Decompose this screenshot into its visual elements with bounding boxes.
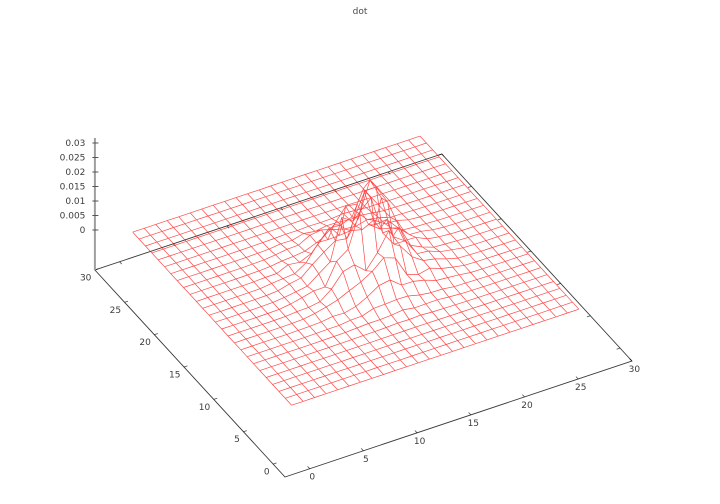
x-tick-label: 20	[521, 401, 533, 411]
y-tick	[183, 365, 188, 368]
y-tick-back	[467, 186, 472, 188]
y-tick-back	[616, 347, 621, 350]
x-tick-label: 10	[414, 437, 426, 447]
x-tick-back	[441, 153, 445, 157]
x-tick	[360, 448, 364, 452]
y-tick-back	[438, 153, 442, 156]
x-tick	[629, 358, 633, 362]
y-tick	[124, 300, 129, 303]
x-tick-label: 25	[575, 383, 586, 393]
x-tick	[575, 376, 579, 380]
y-tick	[213, 397, 218, 400]
y-tick-label: 5	[234, 435, 240, 445]
y-tick-back	[557, 283, 561, 285]
x-tick-label: 30	[629, 365, 641, 375]
z-tick-label: 0.02	[65, 168, 85, 178]
y-tick	[243, 430, 247, 433]
y-tick-label: 0	[264, 468, 270, 478]
z-tick-label: 0.025	[60, 154, 86, 164]
z-tick-label: 0.01	[65, 197, 85, 207]
z-tick-label: 0.005	[60, 212, 86, 222]
y-tick	[154, 333, 158, 336]
y-tick-label: 20	[139, 338, 151, 348]
z-tick-label: 0.03	[65, 139, 85, 149]
y-tick-label: 25	[110, 306, 121, 316]
x-tick-back	[119, 261, 123, 265]
y-tick-back	[586, 315, 591, 318]
y-tick	[272, 462, 277, 465]
y-tick-label: 30	[80, 274, 92, 284]
x-tick	[414, 430, 418, 434]
y-tick-back	[527, 250, 532, 253]
z-tick-label: 0.015	[60, 183, 86, 193]
y-tick-back	[497, 218, 502, 221]
z-tick-label: 0	[80, 226, 86, 236]
x-tick-label: 5	[363, 455, 369, 465]
x-tick-label: 15	[468, 419, 479, 429]
y-tick-label: 10	[199, 403, 211, 413]
chart-title: dot	[352, 7, 368, 17]
x-tick	[522, 394, 525, 398]
x-tick	[468, 412, 472, 416]
y-tick-label: 15	[169, 371, 180, 381]
surface-mesh	[132, 135, 580, 406]
x-tick-back	[387, 171, 391, 175]
x-tick	[307, 466, 310, 469]
x-tick-label: 0	[309, 473, 315, 483]
